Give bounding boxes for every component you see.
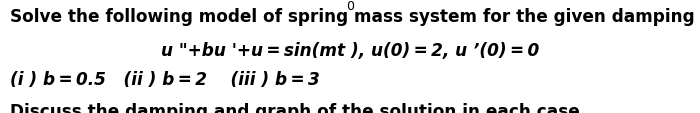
- Text: u "+bu '+u = sin(mt ), u(0) = 2, u ’(0) = 0: u "+bu '+u = sin(mt ), u(0) = 2, u ’(0) …: [161, 42, 539, 60]
- Text: Discuss the damping and graph of the solution in each case.: Discuss the damping and graph of the sol…: [10, 102, 587, 113]
- Text: 0: 0: [346, 0, 354, 13]
- Text: (i ) b = 0.5   (ii ) b = 2    (iii ) b = 3: (i ) b = 0.5 (ii ) b = 2 (iii ) b = 3: [10, 70, 321, 88]
- Text: Solve the following model of spring mass system for the given damping coefficien: Solve the following model of spring mass…: [10, 8, 700, 26]
